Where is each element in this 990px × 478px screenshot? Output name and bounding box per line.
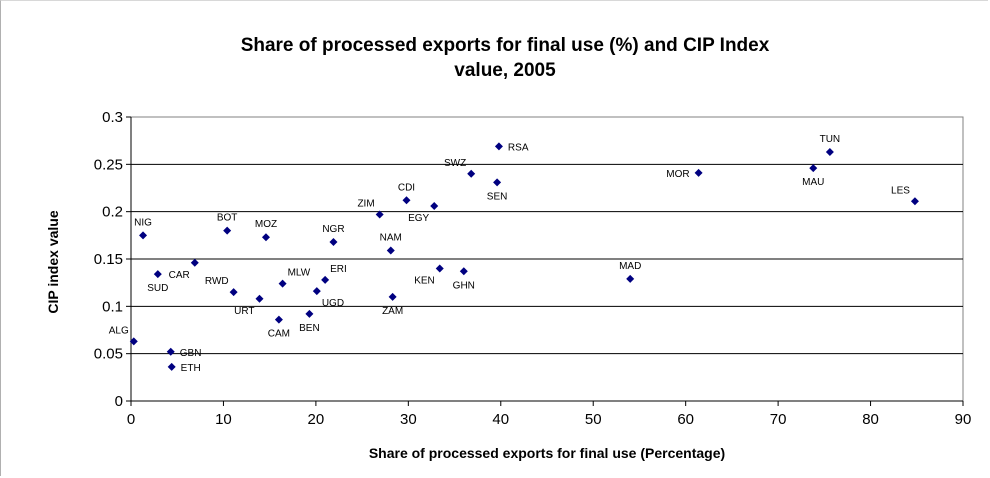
data-point-sud — [153, 270, 162, 279]
data-points — [129, 142, 919, 371]
point-label-zam: ZAM — [382, 306, 403, 317]
data-point-rwd — [229, 288, 238, 297]
point-label-nig: NIG — [134, 217, 152, 228]
data-point-ken — [435, 264, 444, 273]
y-tick-label: 0.05 — [94, 346, 123, 363]
x-tick-label: 10 — [215, 411, 232, 428]
chart-title-line-1: Share of processed exports for final use… — [241, 35, 770, 56]
point-label-les: LES — [891, 185, 910, 196]
y-tick-label: 0.25 — [94, 156, 123, 173]
point-label-ugd: UGD — [322, 298, 344, 309]
data-point-eri — [321, 275, 330, 284]
x-tick-label: 50 — [585, 411, 602, 428]
x-tick-label: 0 — [127, 411, 135, 428]
x-tick-label: 30 — [400, 411, 417, 428]
data-point-mau — [809, 164, 818, 173]
y-tick-label: 0.15 — [94, 251, 123, 268]
x-tick-label: 70 — [770, 411, 787, 428]
data-point-rsa — [494, 142, 503, 151]
data-point-urt — [255, 294, 264, 303]
point-label-nam: NAM — [380, 232, 402, 243]
x-tick-label: 80 — [862, 411, 879, 428]
point-label-rsa: RSA — [508, 142, 529, 153]
point-label-tun: TUN — [820, 134, 841, 145]
point-label-cam: CAM — [268, 329, 290, 340]
y-tick-label: 0.1 — [102, 298, 123, 315]
x-tick-label: 60 — [677, 411, 694, 428]
point-label-eri: ERI — [330, 264, 347, 275]
data-point-ben — [305, 309, 314, 318]
data-point-nig — [139, 231, 148, 240]
data-point-mlw — [278, 279, 287, 288]
point-label-mlw: MLW — [288, 268, 311, 279]
point-label-cdi: CDI — [398, 182, 415, 193]
y-axis-title: CIP index value — [45, 210, 61, 313]
point-label-moz: MOZ — [255, 219, 277, 230]
x-tick-label: 40 — [492, 411, 509, 428]
data-point-zim — [375, 210, 384, 219]
point-label-mau: MAU — [802, 177, 824, 188]
data-point-mor — [694, 168, 703, 177]
data-point-ugd — [312, 287, 321, 296]
point-label-urt: URT — [234, 306, 254, 317]
data-point-cdi — [402, 196, 411, 205]
y-tick-label: 0.3 — [102, 109, 123, 126]
point-label-zim: ZIM — [357, 199, 374, 210]
data-point-egy — [430, 201, 439, 210]
data-point-cam — [274, 315, 283, 324]
gridlines — [131, 163, 963, 355]
data-point-swz — [467, 169, 476, 178]
y-tick-label: 0 — [115, 393, 123, 410]
data-point-les — [910, 197, 919, 206]
point-label-gbn: GBN — [180, 348, 202, 359]
x-axis-ticks: 0 10 20 30 40 50 60 70 80 90 — [127, 400, 972, 428]
point-label-ngr: NGR — [322, 224, 344, 235]
x-tick-label: 90 — [955, 411, 972, 428]
data-point-tun — [825, 148, 834, 157]
data-point-bot — [223, 226, 232, 235]
data-point-moz — [261, 233, 270, 242]
data-point-ghn — [459, 267, 468, 276]
data-point-gbn — [166, 347, 175, 356]
x-tick-label: 20 — [308, 411, 325, 428]
point-label-alg: ALG — [109, 325, 129, 336]
data-point-ngr — [329, 237, 338, 246]
point-label-ken: KEN — [414, 275, 435, 286]
data-point-eth — [167, 362, 176, 371]
point-label-swz: SWZ — [444, 158, 466, 169]
data-point-sen — [493, 178, 502, 187]
point-label-ghn: GHN — [453, 280, 475, 291]
point-label-car: CAR — [169, 270, 190, 281]
data-point-alg — [129, 337, 138, 346]
point-label-eth: ETH — [181, 363, 201, 374]
data-point-nam — [386, 246, 395, 255]
point-labels: ALG NIG SUD GBN ETH CAR BOT RWD URT MOZ CAM MLW BEN U… — [109, 134, 910, 374]
point-label-mor: MOR — [666, 169, 689, 180]
chart-title-line-2: value, 2005 — [454, 60, 556, 81]
point-label-egy: EGY — [408, 213, 429, 224]
point-label-sen: SEN — [487, 191, 508, 202]
point-label-sud: SUD — [147, 283, 168, 294]
y-tick-label: 0.2 — [102, 204, 123, 221]
point-label-mad: MAD — [619, 261, 641, 272]
point-label-rwd: RWD — [205, 276, 229, 287]
data-point-zam — [388, 292, 397, 301]
data-point-mad — [626, 274, 635, 283]
y-axis-ticks: 0 0.05 0.1 0.15 0.2 0.25 0.3 — [94, 109, 132, 410]
data-point-car — [190, 258, 199, 267]
x-axis-title: Share of processed exports for final use… — [369, 445, 725, 461]
point-label-bot: BOT — [217, 213, 238, 224]
point-label-ben: BEN — [299, 323, 320, 334]
